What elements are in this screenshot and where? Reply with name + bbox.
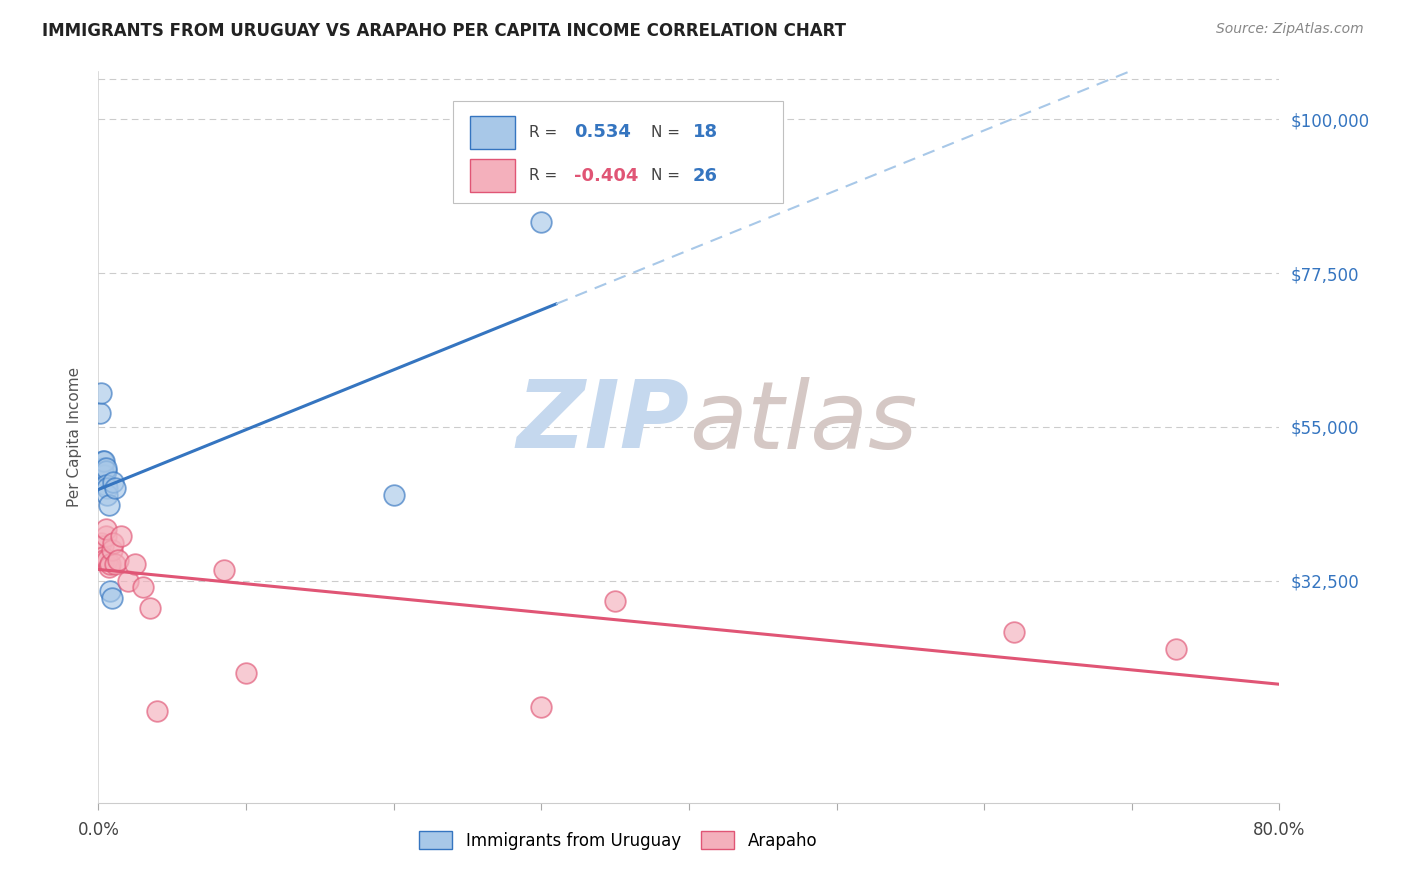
Point — [97, 499, 120, 513]
Point — [117, 574, 139, 588]
Point — [605, 594, 627, 608]
Point — [530, 700, 553, 714]
Point — [107, 553, 129, 567]
Text: Source: ZipAtlas.com: Source: ZipAtlas.com — [1216, 22, 1364, 37]
FancyBboxPatch shape — [453, 101, 783, 203]
Point — [104, 481, 127, 495]
Text: R =: R = — [530, 169, 562, 184]
Point — [1002, 624, 1025, 639]
Point — [96, 481, 118, 495]
Point — [212, 563, 235, 577]
Point — [91, 540, 114, 554]
Point — [97, 560, 120, 574]
Point — [139, 601, 162, 615]
Point — [104, 557, 127, 571]
Text: N =: N = — [651, 169, 685, 184]
Point — [90, 385, 112, 400]
Point — [146, 704, 169, 718]
Point — [132, 581, 155, 595]
Point — [93, 467, 115, 482]
Point — [94, 478, 117, 492]
Text: N =: N = — [651, 125, 685, 139]
Point — [98, 557, 121, 571]
Point — [91, 460, 114, 475]
Point — [90, 536, 112, 550]
Point — [103, 536, 125, 550]
Point — [100, 542, 122, 557]
Text: atlas: atlas — [689, 377, 917, 468]
Text: 18: 18 — [693, 123, 717, 141]
Point — [94, 522, 117, 536]
Text: IMMIGRANTS FROM URUGUAY VS ARAPAHO PER CAPITA INCOME CORRELATION CHART: IMMIGRANTS FROM URUGUAY VS ARAPAHO PER C… — [42, 22, 846, 40]
Text: R =: R = — [530, 125, 562, 139]
Point — [96, 488, 118, 502]
Point — [382, 488, 405, 502]
Point — [93, 553, 115, 567]
Point — [110, 529, 132, 543]
Legend: Immigrants from Uruguay, Arapaho: Immigrants from Uruguay, Arapaho — [412, 824, 824, 856]
Point — [530, 215, 553, 229]
Point — [94, 529, 117, 543]
Text: 26: 26 — [693, 167, 717, 185]
Text: ZIP: ZIP — [516, 376, 689, 468]
Point — [124, 557, 146, 571]
Point — [1166, 642, 1188, 657]
Point — [89, 406, 111, 420]
Point — [98, 583, 121, 598]
Point — [91, 549, 114, 564]
Text: 0.534: 0.534 — [575, 123, 631, 141]
Bar — [471, 116, 516, 149]
Point — [235, 665, 257, 680]
Point — [93, 454, 115, 468]
Point — [94, 464, 117, 478]
Point — [96, 553, 118, 567]
Point — [100, 591, 122, 605]
Point — [91, 454, 114, 468]
Point — [89, 549, 111, 564]
Point — [94, 460, 117, 475]
Text: -0.404: -0.404 — [575, 167, 638, 185]
Bar — [471, 160, 516, 193]
Point — [103, 475, 125, 489]
Y-axis label: Per Capita Income: Per Capita Income — [67, 367, 83, 508]
